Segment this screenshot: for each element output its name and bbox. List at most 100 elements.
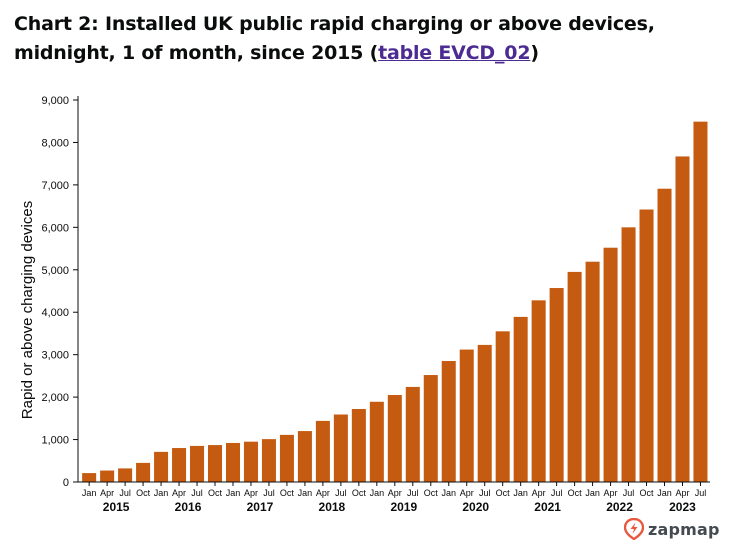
year-label: 2021 xyxy=(534,500,561,514)
x-tick-label: Jul xyxy=(623,488,635,498)
year-label: 2018 xyxy=(319,500,346,514)
y-axis: 0 1,000 2,000 3,000 4,000 5,000 6,000 7,000 8,00… xyxy=(41,95,79,489)
y-axis-label: Rapid or above charging devices xyxy=(19,201,36,419)
bar xyxy=(333,414,348,482)
x-tick-label: Jul xyxy=(263,488,275,498)
bar xyxy=(243,441,258,482)
y-tick-label: 8,000 xyxy=(41,137,69,149)
bar xyxy=(351,409,366,482)
y-tick-label: 6,000 xyxy=(41,222,69,234)
bar xyxy=(315,420,330,482)
x-tick-label: Apr xyxy=(172,488,186,498)
x-axis: Jan Apr Jul Oct Jan Apr Jul Oct Jan Apr Jul Oct Jan A… xyxy=(78,481,710,514)
bar xyxy=(513,316,528,482)
x-tick-label: Jul xyxy=(335,488,347,498)
bar xyxy=(585,261,600,482)
year-label: 2020 xyxy=(462,500,489,514)
bar xyxy=(549,288,564,482)
x-tick-label: Apr xyxy=(604,488,618,498)
bar xyxy=(441,361,456,482)
x-tick-label: Jul xyxy=(407,488,419,498)
bar xyxy=(567,271,582,482)
y-tick-label: 1,000 xyxy=(41,435,69,447)
year-label: 2017 xyxy=(247,500,274,514)
bar xyxy=(369,401,384,482)
bar xyxy=(172,448,187,482)
bar xyxy=(154,451,169,482)
x-tick-label: Oct xyxy=(568,488,583,498)
bar xyxy=(261,439,276,482)
x-tick-label: Apr xyxy=(532,488,546,498)
bar xyxy=(675,156,690,482)
bar xyxy=(297,431,312,482)
x-tick-label: Apr xyxy=(460,488,474,498)
y-tick-label: 7,000 xyxy=(41,180,69,192)
zapmap-logo: zapmap xyxy=(624,518,720,540)
bar xyxy=(495,331,510,482)
year-label: 2016 xyxy=(175,500,202,514)
x-tick-label: Jan xyxy=(154,488,169,498)
x-tick-label: Oct xyxy=(280,488,295,498)
y-tick-label: 2,000 xyxy=(41,392,69,404)
y-tick-label: 0 xyxy=(63,477,69,489)
x-tick-label: Jan xyxy=(370,488,385,498)
x-tick-label: Oct xyxy=(136,488,151,498)
x-tick-label: Oct xyxy=(640,488,655,498)
x-tick-label: Apr xyxy=(675,488,689,498)
x-tick-label: Jul xyxy=(191,488,203,498)
bar xyxy=(459,349,474,482)
y-tick-label: 4,000 xyxy=(41,307,69,319)
bar xyxy=(477,344,492,482)
bar xyxy=(657,188,672,482)
bar xyxy=(621,227,636,482)
x-tick-label: Jan xyxy=(82,488,97,498)
zapmap-bolt-icon xyxy=(624,518,644,540)
x-tick-label: Jan xyxy=(657,488,672,498)
bar xyxy=(405,386,420,482)
title-suffix: ) xyxy=(530,42,539,64)
y-tick-label: 3,000 xyxy=(41,350,69,362)
x-tick-label: Oct xyxy=(424,488,439,498)
year-label: 2019 xyxy=(390,500,417,514)
x-tick-label: Jan xyxy=(513,488,528,498)
bar xyxy=(225,442,240,482)
x-tick-label: Jul xyxy=(551,488,563,498)
x-tick-label: Apr xyxy=(244,488,258,498)
bar xyxy=(100,470,115,482)
bar xyxy=(531,300,546,482)
x-tick-label: Jul xyxy=(479,488,491,498)
x-tick-label: Jan xyxy=(441,488,456,498)
bar xyxy=(190,445,205,482)
bar xyxy=(208,445,223,482)
y-tick-label: 9,000 xyxy=(41,95,69,107)
logo-text: zapmap xyxy=(648,519,720,539)
x-tick-label: Jan xyxy=(298,488,313,498)
x-tick-label: Jul xyxy=(119,488,131,498)
bar xyxy=(279,434,294,482)
bar xyxy=(639,209,654,482)
y-tick-label: 5,000 xyxy=(41,265,69,277)
table-link[interactable]: table EVCD_02 xyxy=(378,42,531,64)
bar xyxy=(423,375,438,482)
year-label: 2022 xyxy=(606,500,633,514)
bar xyxy=(82,473,97,482)
x-tick-label: Jan xyxy=(585,488,600,498)
x-tick-label: Oct xyxy=(208,488,223,498)
year-label: 2023 xyxy=(669,500,696,514)
chart-title: Chart 2: Installed UK public rapid charg… xyxy=(14,10,729,68)
x-tick-label: Oct xyxy=(352,488,367,498)
bar xyxy=(693,121,708,483)
bar xyxy=(136,462,151,482)
x-tick-label: Apr xyxy=(388,488,402,498)
bars xyxy=(82,121,708,483)
bar xyxy=(603,247,618,482)
title-text: Chart 2: Installed UK public rapid charg… xyxy=(14,13,655,64)
x-tick-label: Jan xyxy=(226,488,241,498)
bar xyxy=(387,394,402,482)
x-tick-label: Oct xyxy=(496,488,511,498)
x-tick-label: Apr xyxy=(316,488,330,498)
bar xyxy=(118,468,133,482)
x-tick-label: Apr xyxy=(100,488,114,498)
x-tick-label: Jul xyxy=(695,488,707,498)
